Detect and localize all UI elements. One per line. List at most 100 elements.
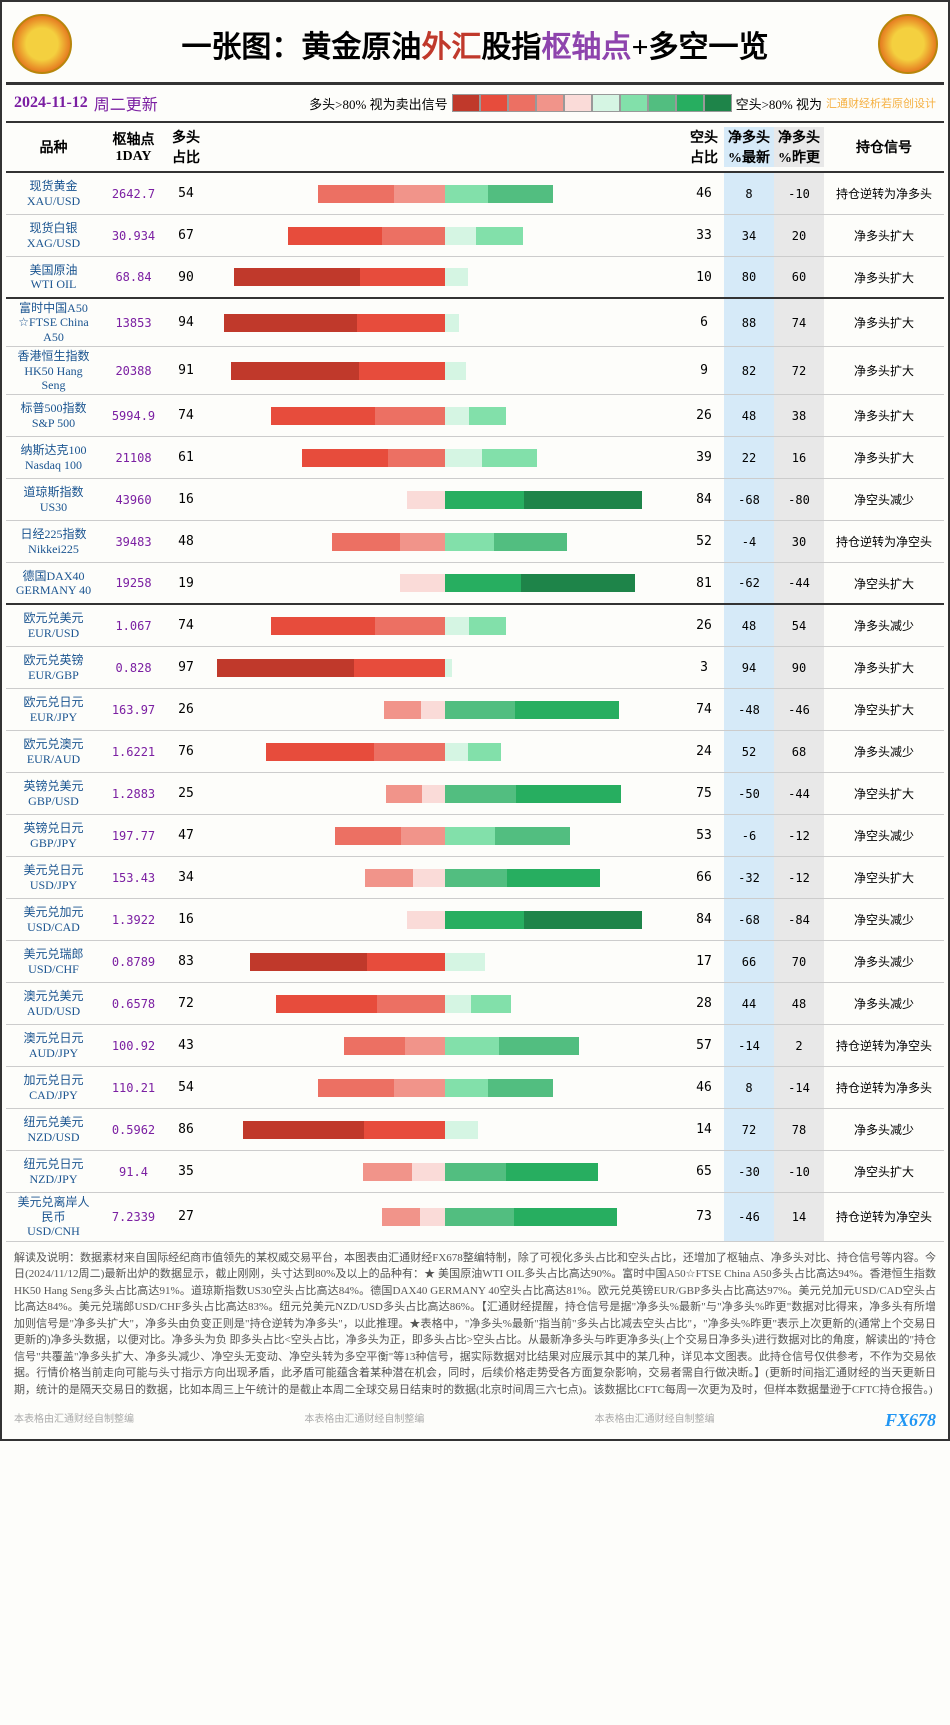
date-line: 2024-11-12 周二更新 多头>80% 视为卖出信号 空头>80% 视为 … (6, 85, 944, 123)
long-pct: 34 (166, 870, 206, 885)
ratio-bar (206, 227, 684, 245)
net-prev: -80 (774, 479, 824, 520)
long-pct: 91 (166, 363, 206, 378)
net-prev: -14 (774, 1067, 824, 1108)
net-prev: -44 (774, 773, 824, 814)
instrument-name: 加元兑日元CAD/JPY (6, 1071, 101, 1104)
long-pct: 86 (166, 1122, 206, 1137)
infographic-container: 一张图：黄金原油外汇股指枢轴点+多空一览 2024-11-12 周二更新 多头>… (0, 0, 950, 1441)
instrument-name: 美元兑日元USD/JPY (6, 861, 101, 894)
logo-icon (878, 14, 938, 74)
credit: 本表格由汇通财经自制整编 (304, 1410, 424, 1431)
net-latest: -46 (724, 1193, 774, 1240)
net-latest: 22 (724, 437, 774, 478)
short-pct: 14 (684, 1122, 724, 1137)
pivot-value: 163.97 (101, 703, 166, 717)
table-row: 纽元兑美元NZD/USD0.596286147278净多头减少 (6, 1109, 944, 1151)
col-pivot: 枢轴点1DAY (101, 129, 166, 165)
signal-text: 净多头扩大 (824, 659, 944, 676)
net-latest: -14 (724, 1025, 774, 1066)
instrument-name: 欧元兑日元EUR/JPY (6, 693, 101, 726)
net-prev: -84 (774, 899, 824, 940)
short-pct: 65 (684, 1164, 724, 1179)
short-pct: 81 (684, 576, 724, 591)
signal-text: 净空头扩大 (824, 785, 944, 802)
long-pct: 94 (166, 315, 206, 330)
credit: 本表格由汇通财经自制整编 (14, 1410, 134, 1431)
pivot-value: 100.92 (101, 1039, 166, 1053)
credit-line: 本表格由汇通财经自制整编 本表格由汇通财经自制整编 本表格由汇通财经自制整编 F… (6, 1406, 944, 1435)
pivot-value: 0.5962 (101, 1123, 166, 1137)
pivot-value: 1.6221 (101, 745, 166, 759)
table-row: 美元兑瑞郎USD/CHF0.878983176670净多头减少 (6, 941, 944, 983)
net-latest: 66 (724, 941, 774, 982)
ratio-bar (206, 268, 684, 286)
ratio-bar (206, 617, 684, 635)
pivot-value: 0.6578 (101, 997, 166, 1011)
col-short: 空头占比 (684, 127, 724, 167)
ratio-bar (206, 491, 684, 509)
net-prev: 14 (774, 1193, 824, 1240)
short-pct: 75 (684, 786, 724, 801)
pivot-value: 153.43 (101, 871, 166, 885)
long-pct: 16 (166, 492, 206, 507)
net-prev: 70 (774, 941, 824, 982)
short-pct: 6 (684, 315, 724, 330)
table-row: 美国原油WTI OIL68.8490108060净多头扩大 (6, 257, 944, 299)
long-pct: 67 (166, 228, 206, 243)
short-pct: 52 (684, 534, 724, 549)
credit: 本表格由汇通财经自制整编 (595, 1410, 715, 1431)
ratio-bar (206, 533, 684, 551)
table-row: 英镑兑美元GBP/USD1.28832575-50-44净空头扩大 (6, 773, 944, 815)
pivot-value: 20388 (101, 364, 166, 378)
ratio-bar (206, 1163, 684, 1181)
instrument-name: 美国原油WTI OIL (6, 261, 101, 294)
short-pct: 74 (684, 702, 724, 717)
net-prev: 16 (774, 437, 824, 478)
signal-text: 净空头减少 (824, 911, 944, 928)
short-pct: 39 (684, 450, 724, 465)
long-pct: 43 (166, 1038, 206, 1053)
col-net-prev: 净多头%昨更 (774, 127, 824, 167)
instrument-name: 纽元兑日元NZD/JPY (6, 1155, 101, 1188)
ratio-bar (206, 659, 684, 677)
long-pct: 35 (166, 1164, 206, 1179)
table-row: 现货黄金XAU/USD2642.754468-10持仓逆转为净多头 (6, 173, 944, 215)
ratio-bar (206, 407, 684, 425)
short-pct: 46 (684, 186, 724, 201)
instrument-name: 澳元兑日元AUD/JPY (6, 1029, 101, 1062)
pivot-value: 1.3922 (101, 913, 166, 927)
signal-text: 净空头减少 (824, 491, 944, 508)
short-pct: 33 (684, 228, 724, 243)
signal-text: 净多头减少 (824, 1121, 944, 1138)
ratio-bar (206, 449, 684, 467)
net-prev: 54 (774, 605, 824, 646)
short-pct: 73 (684, 1209, 724, 1224)
net-latest: 34 (724, 215, 774, 256)
long-pct: 54 (166, 186, 206, 201)
net-latest: 48 (724, 395, 774, 436)
table-row: 标普500指数S&P 5005994.974264838净多头扩大 (6, 395, 944, 437)
table-row: 现货白银XAG/USD30.93467333420净多头扩大 (6, 215, 944, 257)
pivot-value: 39483 (101, 535, 166, 549)
table-row: 道琼斯指数US30439601684-68-80净空头减少 (6, 479, 944, 521)
short-pct: 17 (684, 954, 724, 969)
short-pct: 26 (684, 408, 724, 423)
signal-text: 净空头扩大 (824, 701, 944, 718)
ratio-bar (206, 827, 684, 845)
instrument-name: 澳元兑美元AUD/USD (6, 987, 101, 1020)
table-row: 美元兑离岸人民币USD/CNH7.23392773-4614持仓逆转为净空头 (6, 1193, 944, 1241)
short-pct: 84 (684, 912, 724, 927)
signal-text: 持仓逆转为净多头 (824, 185, 944, 202)
short-pct: 24 (684, 744, 724, 759)
ratio-bar (206, 1208, 684, 1226)
instrument-name: 纳斯达克100Nasdaq 100 (6, 441, 101, 474)
instrument-name: 富时中国A50☆FTSE ChinaA50 (6, 299, 101, 346)
short-pct: 28 (684, 996, 724, 1011)
ratio-bar (206, 1079, 684, 1097)
instrument-name: 美元兑离岸人民币USD/CNH (6, 1193, 101, 1240)
net-latest: 48 (724, 605, 774, 646)
pivot-value: 13853 (101, 316, 166, 330)
instrument-name: 香港恒生指数HK50 HangSeng (6, 347, 101, 394)
signal-text: 净多头扩大 (824, 362, 944, 379)
